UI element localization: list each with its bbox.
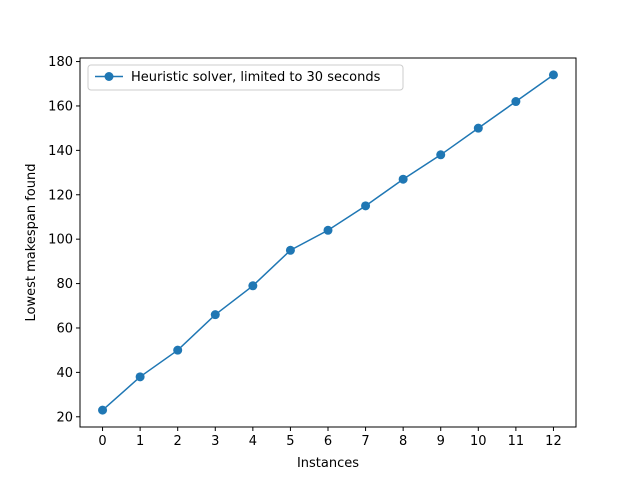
data-point [248,281,258,291]
x-tick-label: 4 [249,434,257,449]
y-tick-label: 60 [56,321,73,336]
x-tick-label: 6 [324,434,332,449]
y-tick-label: 80 [56,277,73,292]
x-tick-label: 2 [174,434,182,449]
data-point [511,97,521,107]
x-tick-label: 11 [508,434,525,449]
x-tick-label: 8 [399,434,407,449]
y-tick-label: 180 [48,55,73,70]
x-tick-label: 12 [545,434,562,449]
plot-frame [79,57,577,428]
x-tick-label: 5 [286,434,294,449]
y-tick-label: 160 [48,99,73,114]
x-axis: 0 1 2 3 4 5 6 7 8 9 10 11 12 [98,427,562,449]
y-tick-label: 20 [56,410,73,425]
y-tick-label: 120 [48,188,73,203]
data-point [436,150,446,160]
data-point [398,174,408,184]
x-tick-label: 9 [437,434,445,449]
x-axis-label: Instances [297,456,359,471]
data-point [473,123,483,133]
data-point [173,345,183,355]
legend: Heuristic solver, limited to 30 seconds [87,64,404,91]
x-tick-label: 3 [211,434,219,449]
y-tick-label: 40 [56,366,73,381]
data-point [98,405,108,415]
x-tick-label: 7 [361,434,369,449]
plot-area [80,58,576,427]
x-tick-label: 1 [136,434,144,449]
legend-marker-swatch [104,72,114,81]
y-axis: 20 40 60 80 100 120 140 160 180 [48,55,80,425]
legend-box [87,64,404,91]
data-point [323,225,333,235]
x-tick-label: 0 [98,434,106,449]
data-point [135,372,145,382]
x-tick-label: 10 [470,434,487,449]
legend-entry: Heuristic solver, limited to 30 seconds [131,70,381,85]
data-point [548,70,558,80]
y-tick-label: 100 [48,233,73,248]
y-tick-label: 140 [48,144,73,159]
y-axis-label: Lowest makespan found [24,164,39,322]
data-point [285,245,295,255]
data-point [361,201,371,211]
series-layer [98,70,558,415]
data-point [210,310,220,320]
